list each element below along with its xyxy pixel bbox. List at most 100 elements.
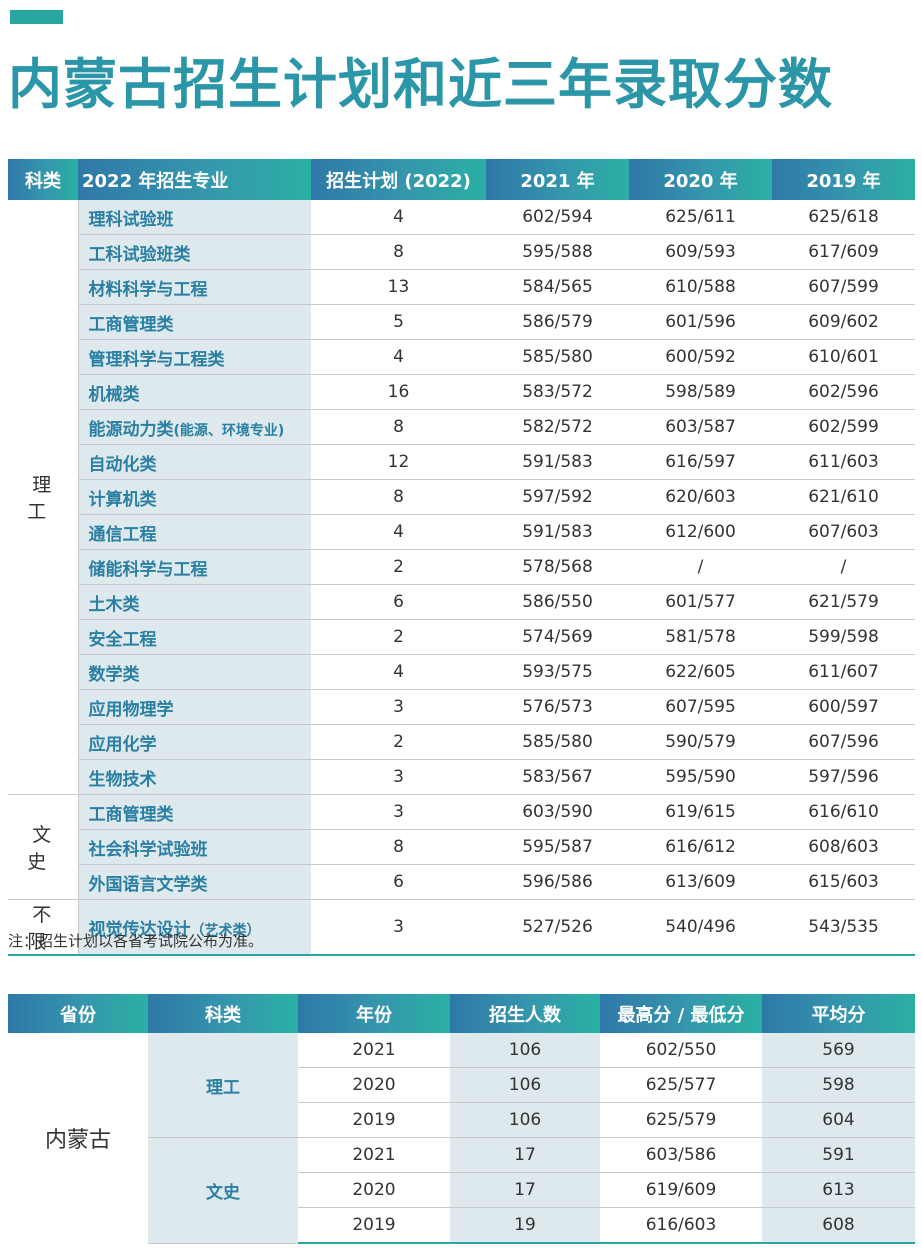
table-row: 通信工程 4 591/583 612/600 607/603 [8, 514, 915, 550]
maxmin-cell: 625/577 [600, 1067, 762, 1103]
table-header-row: 省份 科类 年份 招生人数 最高分 / 最低分 平均分 [8, 994, 915, 1033]
y2021-cell: 583/572 [486, 374, 629, 410]
major-cell: 自动化类 [78, 444, 311, 480]
count-cell: 106 [450, 1033, 600, 1068]
y2020-cell: 540/496 [629, 899, 772, 956]
y2021-cell: 595/587 [486, 829, 629, 865]
table-row: 文史 2021 17 603/586 591 [8, 1137, 915, 1244]
y2019-cell: 607/603 [772, 514, 915, 550]
y2019-cell: 599/598 [772, 619, 915, 655]
table-row: 材料科学与工程 13 584/565 610/588 607/599 [8, 269, 915, 305]
plan-cell: 3 [311, 759, 486, 795]
y2020-cell: 603/587 [629, 409, 772, 445]
maxmin-cell: 625/579 [600, 1102, 762, 1138]
major-cell: 材料科学与工程 [78, 269, 311, 305]
major-cell: 土木类 [78, 584, 311, 620]
avg-cell: 613 [762, 1172, 915, 1208]
y2020-cell: / [629, 549, 772, 585]
plan-cell: 6 [311, 864, 486, 900]
major-name: 土木类 [88, 594, 140, 615]
category-cell: 理 工 [8, 200, 79, 795]
year-cell: 2019 [298, 1207, 450, 1244]
header-year: 年份 [298, 994, 450, 1033]
major-name: 数学类 [88, 664, 140, 685]
major-name: 社会科学试验班 [88, 839, 208, 860]
y2019-cell: 617/609 [772, 234, 915, 270]
plan-cell: 4 [311, 339, 486, 375]
y2021-cell: 591/583 [486, 444, 629, 480]
table-row: 2020 106 625/577 598 [8, 1067, 915, 1103]
major-cell: 生物技术 [78, 759, 311, 795]
major-name: 计算机类 [88, 489, 157, 510]
header-kelei: 科类 [8, 159, 78, 200]
y2021-cell: 602/594 [486, 200, 629, 235]
table-row: 2020 17 619/609 613 [8, 1172, 915, 1208]
count-cell: 106 [450, 1102, 600, 1138]
table-row: 内蒙古 理工 2021 106 602/550 569 [8, 1033, 915, 1153]
table-row: 管理科学与工程类 4 585/580 600/592 610/601 [8, 339, 915, 375]
table-row: 储能科学与工程 2 578/568// [8, 549, 915, 585]
y2019-cell: 597/596 [772, 759, 915, 795]
province-cell: 内蒙古 [44, 1128, 111, 1153]
y2019-cell: 608/603 [772, 829, 915, 865]
y2020-cell: 609/593 [629, 234, 772, 270]
major-cell: 计算机类 [78, 479, 311, 515]
admission-plan-table: 科类 2022 年招生专业 招生计划 (2022) 2021 年 2020 年 … [8, 159, 915, 956]
y2021-cell: 585/580 [486, 339, 629, 375]
y2020-cell: 610/588 [629, 269, 772, 305]
plan-cell: 2 [311, 549, 486, 585]
year-cell: 2020 [298, 1067, 450, 1103]
y2021-cell: 603/590 [486, 794, 629, 830]
y2021-cell: 597/592 [486, 479, 629, 515]
major-cell: 安全工程 [78, 619, 311, 655]
y2019-cell: 600/597 [772, 689, 915, 725]
table-row: 工商管理类 5 586/579 601/596 609/602 [8, 304, 915, 340]
plan-cell: 8 [311, 409, 486, 445]
table-body: 内蒙古 理工 2021 106 602/550 569 2020 106 625/577 598 2… [8, 1033, 915, 1244]
table-row: 外国语言文学类 6 596/586 613/609 615/603 [8, 864, 915, 900]
plan-cell: 4 [311, 200, 486, 235]
y2019-cell: 607/599 [772, 269, 915, 305]
plan-cell: 6 [311, 584, 486, 620]
y2020-cell: 590/579 [629, 724, 772, 760]
major-cell: 能源动力类(能源、环境专业) [78, 409, 311, 445]
table-row: 文 史工商管理类 3 603/590 619/615 616/610 [8, 794, 915, 900]
plan-cell: 2 [311, 724, 486, 760]
plan-cell: 8 [311, 234, 486, 270]
y2021-cell: 578/568 [486, 549, 629, 585]
header-plan: 招生计划 (2022) [311, 159, 486, 200]
y2021-cell: 576/573 [486, 689, 629, 725]
avg-cell: 591 [762, 1137, 915, 1173]
table-row: 数学类 4 593/575 622/605 611/607 [8, 654, 915, 690]
major-cell: 机械类 [78, 374, 311, 410]
y2021-cell: 586/550 [486, 584, 629, 620]
maxmin-cell: 616/603 [600, 1207, 762, 1244]
y2021-cell: 585/580 [486, 724, 629, 760]
y2021-cell: 583/567 [486, 759, 629, 795]
major-name: 工商管理类 [88, 314, 174, 335]
y2019-cell: 621/579 [772, 584, 915, 620]
count-cell: 17 [450, 1137, 600, 1173]
y2020-cell: 600/592 [629, 339, 772, 375]
major-cell: 社会科学试验班 [78, 829, 311, 865]
y2020-cell: 616/612 [629, 829, 772, 865]
kelei-cell: 文史 [148, 1137, 298, 1244]
maxmin-cell: 603/586 [600, 1137, 762, 1173]
table-row: 生物技术 3 583/567 595/590 597/596 [8, 759, 915, 795]
avg-cell: 608 [762, 1207, 915, 1244]
count-cell: 17 [450, 1172, 600, 1208]
y2021-cell: 527/526 [486, 899, 629, 956]
major-name: 储能科学与工程 [88, 559, 208, 580]
y2021-cell: 596/586 [486, 864, 629, 900]
major-cell: 外国语言文学类 [78, 864, 311, 900]
major-cell: 管理科学与工程类 [78, 339, 311, 375]
table-row: 应用物理学 3 576/573 607/595 600/597 [8, 689, 915, 725]
major-cell: 数学类 [78, 654, 311, 690]
major-name: 视觉传达设计 [88, 919, 191, 940]
major-cell: 理科试验班 [78, 200, 311, 235]
count-cell: 19 [450, 1207, 600, 1244]
category-cell: 文 史 [8, 794, 79, 900]
count-cell: 106 [450, 1067, 600, 1103]
y2020-cell: 612/600 [629, 514, 772, 550]
plan-cell: 4 [311, 514, 486, 550]
